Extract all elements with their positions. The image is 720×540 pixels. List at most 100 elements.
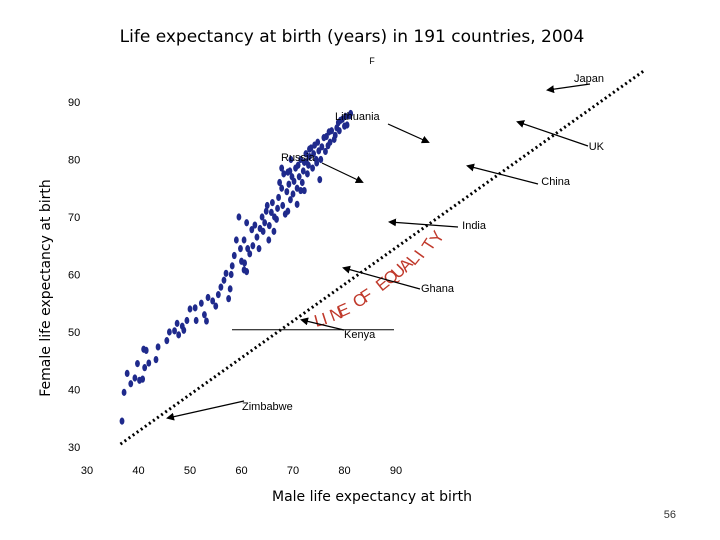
data-point — [135, 360, 140, 368]
y-axis-label: Female life expectancy at birth — [38, 179, 54, 396]
y-tick-label: 80 — [68, 155, 80, 167]
data-point — [155, 343, 161, 351]
data-point — [288, 155, 294, 164]
annotation-ghana: Ghana — [342, 265, 455, 295]
data-point — [226, 295, 232, 303]
data-point — [132, 374, 138, 382]
y-tick-labels: 30 40 50 60 70 80 90 — [68, 97, 80, 454]
x-tick-label: 40 — [132, 465, 144, 477]
annotation-lithuania: Lithuania — [335, 111, 430, 144]
annotation-arrow — [466, 163, 539, 185]
data-point — [124, 369, 130, 377]
data-point — [241, 236, 247, 244]
data-point — [307, 153, 312, 161]
annotation-label: Japan — [574, 73, 604, 85]
data-point — [275, 204, 280, 212]
data-point — [303, 150, 309, 158]
chart-subtitle: F — [369, 56, 375, 66]
equality-text-char: I — [320, 309, 330, 329]
equality-line — [119, 68, 646, 446]
x-tick-label: 80 — [338, 465, 350, 477]
annotation-arrow — [387, 123, 430, 144]
data-point — [181, 326, 187, 334]
data-point — [298, 155, 304, 164]
data-point — [305, 170, 310, 178]
data-point — [167, 328, 172, 336]
x-tick-label: 30 — [81, 465, 93, 477]
data-point — [245, 245, 251, 253]
data-point — [228, 270, 234, 279]
data-point — [187, 305, 193, 313]
data-point — [315, 138, 321, 146]
annotation-label: Lithuania — [335, 111, 381, 123]
annotation-arrow — [166, 400, 245, 421]
annotation-uk: UK — [516, 120, 605, 153]
annotation-label: Russia — [281, 152, 316, 164]
data-point — [348, 109, 354, 118]
data-point — [285, 168, 291, 176]
y-tick-label: 40 — [68, 385, 80, 397]
data-point — [271, 227, 277, 235]
data-point — [281, 170, 287, 178]
annotation-arrow — [546, 83, 591, 94]
data-point — [317, 176, 323, 184]
data-point — [343, 112, 348, 120]
data-point — [153, 356, 159, 364]
y-tick-label: 50 — [68, 327, 80, 339]
annotation-label: Ghana — [421, 283, 455, 295]
data-point — [329, 127, 335, 135]
data-point — [344, 121, 350, 129]
data-point — [318, 155, 324, 164]
data-point — [244, 219, 250, 227]
y-tick-label: 70 — [68, 212, 80, 224]
annotation-india: India — [388, 218, 487, 232]
data-point — [184, 316, 190, 325]
annotation-arrow — [388, 218, 459, 228]
data-point — [268, 208, 274, 216]
data-point — [294, 200, 300, 208]
data-point — [213, 302, 219, 310]
data-point — [247, 250, 253, 258]
data-point — [249, 226, 255, 234]
data-point — [174, 319, 180, 327]
data-point — [316, 147, 322, 155]
data-point — [256, 245, 262, 253]
data-point — [210, 297, 216, 305]
data-point — [286, 180, 292, 188]
data-point — [311, 150, 316, 158]
chart-title: Life expectancy at birth (years) in 191 … — [120, 27, 585, 47]
country-annotations: Japan Lithuania UK Russia China India Ghana Ken… — [166, 73, 605, 421]
annotation-arrow — [516, 120, 589, 147]
page-number: 56 — [664, 509, 676, 521]
data-point — [266, 222, 272, 230]
data-point — [310, 164, 315, 172]
data-point — [303, 158, 309, 166]
data-point — [264, 201, 270, 210]
y-tick-label: 90 — [68, 97, 80, 109]
data-point — [336, 127, 342, 135]
data-point — [298, 186, 304, 195]
data-point — [307, 145, 312, 153]
data-point — [294, 184, 300, 192]
data-point — [274, 215, 279, 223]
data-point — [332, 131, 338, 139]
data-point — [314, 159, 320, 167]
data-point — [299, 178, 305, 187]
data-point — [252, 221, 258, 229]
data-point — [300, 167, 306, 175]
data-point — [244, 268, 250, 276]
data-point — [142, 364, 148, 372]
data-point — [231, 251, 237, 260]
data-point — [227, 285, 233, 293]
x-tick-labels: 30 40 50 60 70 80 90 — [81, 465, 402, 477]
data-point — [176, 331, 182, 339]
data-point — [279, 184, 285, 192]
x-axis-label: Male life expectancy at birth — [272, 489, 472, 505]
data-point — [266, 236, 272, 244]
data-point — [143, 346, 149, 354]
data-point — [202, 311, 207, 319]
annotation-label: India — [462, 220, 487, 232]
data-point — [280, 201, 286, 210]
annotation-japan: Japan — [546, 73, 604, 94]
